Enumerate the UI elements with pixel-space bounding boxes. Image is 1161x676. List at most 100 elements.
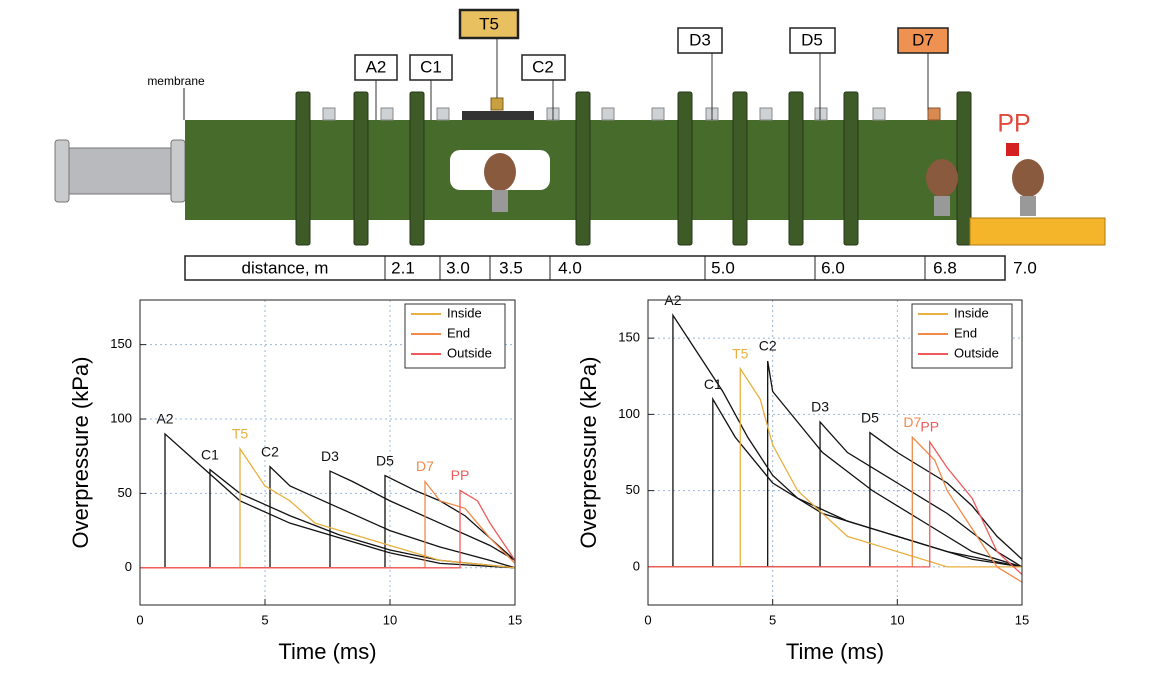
- x-tick-label: 10: [383, 612, 397, 627]
- sensor-label: T5: [479, 14, 499, 33]
- sensor-box: [897, 27, 949, 54]
- series-line: [648, 431, 1023, 568]
- series-line: [648, 360, 1023, 568]
- trace-label: D5: [861, 409, 879, 425]
- tube-cap: [54, 139, 70, 203]
- ring: [732, 91, 748, 246]
- trace-label: C2: [261, 443, 279, 459]
- head: [926, 159, 958, 197]
- x-tick-label: 10: [890, 612, 904, 627]
- ring: [843, 91, 859, 246]
- distance-mark: 6.0: [821, 258, 845, 277]
- sensor-box: [789, 27, 836, 54]
- distance-mark: 7.0: [1013, 258, 1037, 277]
- trace-label: D7: [903, 414, 921, 430]
- trace-label: PP: [920, 419, 939, 435]
- y-tick-label: 50: [118, 485, 132, 500]
- sensor-box: [409, 54, 453, 81]
- plot-frame: [647, 299, 1023, 606]
- ring: [353, 91, 369, 246]
- head-forms: [484, 153, 1044, 216]
- pp-sensor: [1006, 143, 1019, 156]
- legend-label: End: [954, 325, 977, 340]
- neck: [492, 190, 508, 212]
- series-line: [648, 439, 1023, 575]
- sensor-ports: [322, 97, 941, 121]
- series-line: [140, 474, 516, 569]
- sensor-box: [354, 54, 398, 81]
- rings: [295, 91, 972, 246]
- ring: [788, 91, 804, 246]
- trace-label: D5: [376, 452, 394, 468]
- series-line: [140, 446, 516, 569]
- x-tick-label: 0: [136, 612, 143, 627]
- trace-label: T5: [732, 345, 749, 361]
- y-tick-label: 50: [626, 482, 640, 497]
- head: [484, 153, 516, 191]
- legend-label: Outside: [954, 345, 999, 360]
- series-line: [648, 366, 1022, 568]
- port: [380, 107, 394, 121]
- neck: [934, 196, 950, 216]
- distance-mark: 4.0: [558, 258, 582, 277]
- port: [759, 107, 773, 121]
- x-tick-label: 15: [508, 612, 522, 627]
- x-tick-label: 15: [1015, 612, 1029, 627]
- legend-label: Inside: [447, 305, 482, 320]
- sensor-box: [677, 27, 723, 54]
- x-axis-title: Time (ms): [786, 639, 884, 664]
- series-line: [140, 468, 516, 569]
- y-tick-label: 100: [110, 410, 132, 425]
- distance-mark: 6.8: [933, 258, 957, 277]
- y-axis-title: Overpressure (kPa): [68, 357, 93, 549]
- sensor-label: C1: [420, 57, 442, 76]
- ring: [295, 91, 311, 246]
- sensor-label: D3: [689, 30, 711, 49]
- port: [601, 107, 615, 121]
- legend-label: End: [447, 325, 470, 340]
- plot-frame: [139, 299, 516, 606]
- port: [322, 107, 336, 121]
- legend-label: Inside: [954, 305, 989, 320]
- sensor-box: [458, 8, 520, 40]
- sensor-label: PP: [997, 110, 1030, 138]
- series-line: [140, 470, 516, 569]
- port: [651, 107, 665, 121]
- trace-label: C2: [759, 338, 777, 354]
- neck: [1020, 196, 1036, 216]
- port: [872, 107, 886, 121]
- y-tick-label: 0: [125, 559, 132, 574]
- y-tick-label: 150: [618, 330, 640, 345]
- tube-body: [185, 120, 965, 220]
- port: [927, 107, 941, 121]
- distance-title: distance, m: [242, 258, 329, 277]
- ring: [956, 91, 972, 246]
- shock-tube-diagram: membrane: [54, 8, 1106, 281]
- distance-mark: 3.0: [446, 258, 470, 277]
- series-line: [648, 420, 1023, 568]
- sensor-label: D7: [912, 30, 934, 49]
- sensor-label: C2: [532, 57, 554, 76]
- distance-mark: 2.1: [391, 258, 415, 277]
- sensor-label: D5: [801, 30, 823, 49]
- legend-label: Outside: [447, 345, 492, 360]
- trace-label: C1: [704, 376, 722, 392]
- distance-mark: 5.0: [711, 258, 735, 277]
- series-line: [140, 465, 516, 569]
- y-axis-title: Overpressure (kPa): [576, 357, 601, 549]
- y-tick-label: 0: [633, 558, 640, 573]
- distance-scale: distance, m 2.1 3.0 3.5 4.0 5.0 6.0 6.8 …: [184, 255, 1037, 281]
- x-axis-title: Time (ms): [278, 639, 376, 664]
- y-tick-label: 150: [110, 336, 132, 351]
- trace-label: T5: [232, 425, 249, 441]
- distance-mark: 3.5: [499, 258, 523, 277]
- sensor-label: A2: [366, 57, 387, 76]
- series-line: [140, 489, 516, 569]
- trace-label: C1: [201, 446, 219, 462]
- y-tick-label: 100: [618, 406, 640, 421]
- x-tick-label: 5: [261, 612, 268, 627]
- trace-label: D3: [811, 399, 829, 415]
- trace-label: D7: [416, 458, 434, 474]
